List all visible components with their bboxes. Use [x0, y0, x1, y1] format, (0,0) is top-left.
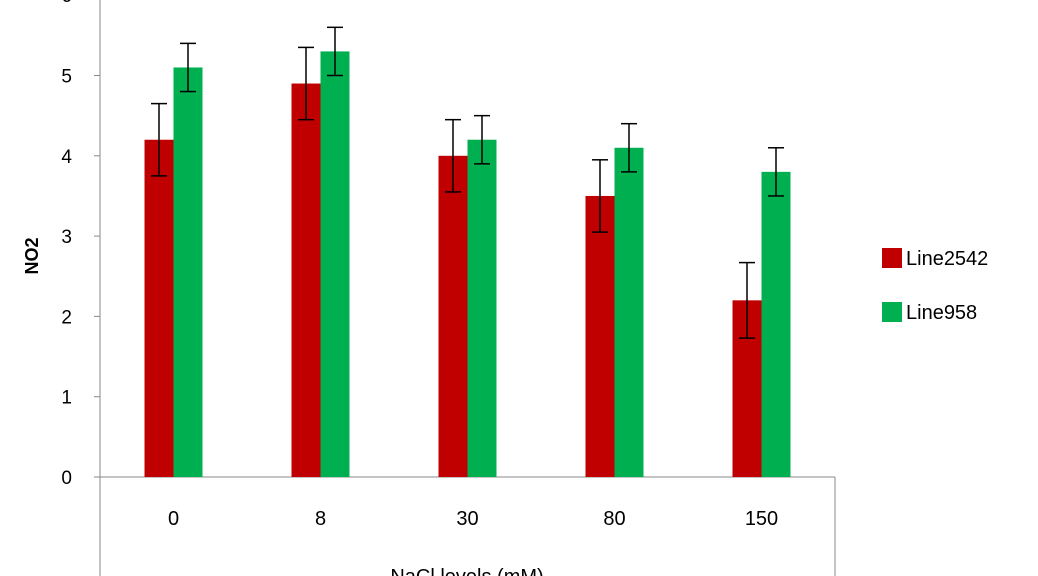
bars-layer	[144, 51, 791, 478]
y-tick-label: 2	[61, 307, 72, 328]
legend-swatch-line2542	[882, 248, 902, 268]
y-tick-label: 1	[61, 388, 72, 409]
y-tick-label: 3	[61, 227, 72, 248]
y-axis-title: NO2	[22, 237, 42, 274]
error-bars-layer	[151, 26, 784, 339]
y-tick-label: 5	[61, 67, 72, 88]
bar-line958	[761, 171, 791, 478]
bar-line958	[467, 139, 497, 478]
bar-line2542	[291, 83, 321, 477]
y-tick-label: 6	[61, 0, 72, 7]
bar-line2542	[585, 195, 615, 477]
bar-line2542	[438, 155, 468, 478]
x-tick-label: 0	[168, 508, 179, 530]
tick-labels-layer: 0 1 2 3 4 5 6 0 8 30 80 150	[61, 0, 778, 530]
y-tick-label: 4	[61, 147, 72, 168]
legend-label-line958: Line958	[906, 302, 977, 324]
y-tick-label: 0	[61, 468, 72, 489]
x-tick-label: 80	[603, 508, 625, 530]
bar-line958	[320, 51, 350, 477]
legend: Line2542 Line958	[882, 248, 988, 324]
bar-line958	[614, 147, 644, 477]
x-tick-label: 30	[456, 508, 478, 530]
bar-line2542	[144, 139, 174, 478]
x-tick-label: 8	[315, 508, 326, 530]
x-tick-label: 150	[745, 508, 778, 530]
legend-swatch-line958	[882, 302, 902, 322]
x-axis-title: NaCl levels (mM)	[390, 566, 543, 576]
bar-line958	[173, 67, 203, 477]
legend-label-line2542: Line2542	[906, 248, 988, 270]
